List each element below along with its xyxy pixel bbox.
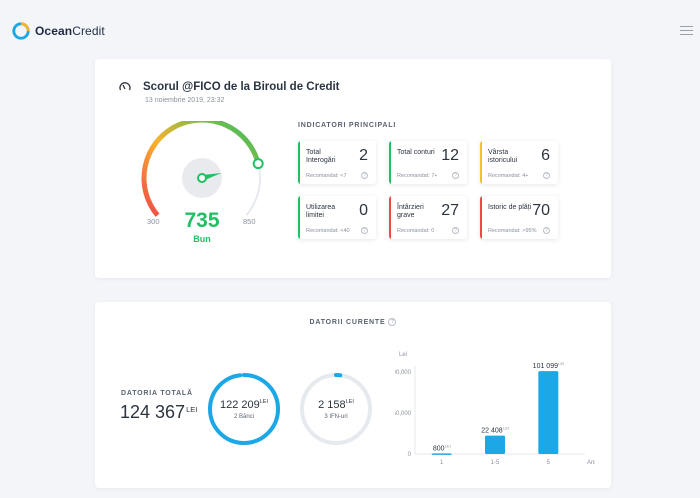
- bar-value-label: 101 099: [533, 363, 558, 370]
- help-icon[interactable]: ?: [388, 318, 397, 326]
- y-tick-label: 50,000: [395, 411, 412, 417]
- indicator-status-bar: [389, 141, 391, 184]
- bar-1[interactable]: [431, 453, 452, 455]
- indicator-recommended: Recomandat: 7+: [397, 173, 438, 179]
- help-icon[interactable]: ?: [361, 227, 368, 234]
- help-icon[interactable]: ?: [543, 227, 550, 234]
- indicator-value: 12: [441, 147, 459, 164]
- indicator-label: Întârzieri grave: [397, 204, 424, 219]
- help-icon[interactable]: ?: [452, 172, 459, 179]
- x-tick-label: 5: [547, 460, 551, 466]
- x-tick-label: 1: [440, 460, 444, 466]
- total-debt-value: 124 367LEI: [120, 402, 198, 422]
- indicator-label: Total Interogări: [306, 149, 336, 164]
- ring-fill: [208, 373, 280, 445]
- indicator-status-bar: [298, 141, 300, 184]
- indicators-title: INDICATORI PRINCIPALI: [298, 122, 397, 129]
- help-icon[interactable]: ?: [452, 227, 459, 234]
- gauge-icon: [119, 82, 131, 91]
- bar-value-label: 800: [433, 445, 445, 452]
- y-tick-label: 100,000: [395, 370, 412, 376]
- indicator-recommended: Recomandat: <7: [306, 173, 347, 179]
- score-rating: Bun: [193, 234, 211, 244]
- y-tick-label: 0: [408, 452, 412, 458]
- bar-unit-label: LEI: [558, 361, 564, 366]
- indicator-label: Istoric de plăți: [488, 204, 532, 211]
- indicator-status-bar: [389, 196, 391, 239]
- x-tick-label: 1-5: [491, 460, 500, 466]
- indicator-recommended: Recomandat: >95%: [488, 228, 537, 234]
- brand-name: OceanCredit: [35, 24, 105, 38]
- indicator-intarzieri-grave[interactable]: Întârzieri grave 27 Recomandat: 0 ?: [389, 196, 467, 239]
- gauge-knob: [252, 158, 264, 170]
- credit-score-card: Scorul @FICO de la Biroul de Credit 13 n…: [95, 59, 611, 278]
- indicator-label: Utilizarea limitei: [306, 204, 336, 219]
- banks-debt-ring[interactable]: [207, 372, 281, 446]
- indicator-total-conturi[interactable]: Total conturi 12 Recomandat: 7+ ?: [389, 141, 467, 184]
- scale-max-label: 850: [243, 217, 256, 226]
- indicator-status-bar: [480, 196, 482, 239]
- indicator-total-interogari[interactable]: Total Interogări 2 Recomandat: <7 ?: [298, 141, 376, 184]
- ring-fill: [300, 373, 372, 445]
- indicator-varsta-istoricului[interactable]: Vârsta istoricului 6 Recomandat: 4+ ?: [480, 141, 558, 184]
- indicator-label: Vârsta istoricului: [488, 149, 518, 164]
- indicator-recommended: Recomandat: <40: [306, 228, 350, 234]
- bar-unit-label: LEI: [503, 426, 509, 431]
- gauge-hub: [197, 173, 207, 183]
- brand-logo[interactable]: OceanCredit: [12, 22, 105, 40]
- help-icon[interactable]: ?: [543, 172, 550, 179]
- bar-1-5[interactable]: [485, 435, 505, 454]
- indicator-istoric-de-plati[interactable]: Istoric de plăți 70 Recomandat: >95% ?: [480, 196, 558, 239]
- bar-value-label: 22 408: [481, 428, 503, 435]
- score-value: 735: [184, 209, 220, 232]
- top-bar: OceanCredit: [0, 0, 700, 50]
- banks-debt-value: 122 209LEI: [219, 399, 269, 411]
- gauge-fill: [141, 121, 261, 217]
- help-icon[interactable]: ?: [361, 172, 368, 179]
- bar-unit-label: LEI: [445, 443, 451, 448]
- score-gauge: [141, 121, 264, 217]
- indicator-value: 2: [359, 147, 368, 164]
- y-axis-label: Lei: [399, 352, 407, 358]
- x-axis-label: Ani: [587, 460, 595, 466]
- indicator-value: 70: [532, 202, 550, 219]
- indicator-status-bar: [480, 141, 482, 184]
- indicator-status-bar: [298, 196, 300, 239]
- bar-5[interactable]: [538, 371, 559, 454]
- score-card-title: Scorul @FICO de la Biroul de Credit: [143, 81, 340, 93]
- indicator-recommended: Recomandat: 0: [397, 228, 435, 234]
- scale-min-label: 300: [147, 217, 160, 226]
- indicator-value: 0: [359, 202, 368, 219]
- debts-title: DATORII CURENTE?: [95, 318, 611, 326]
- banks-debt-text: 122 209LEI 2 Bănci: [207, 399, 281, 420]
- indicator-value: 27: [441, 202, 459, 219]
- indicator-label: Total conturi: [397, 149, 435, 156]
- current-debts-card: DATORII CURENTE? DATORIA TOTALĂ 124 367L…: [95, 302, 611, 488]
- indicator-utilizarea-limitei[interactable]: Utilizarea limitei 0 Recomandat: <40 ?: [298, 196, 376, 239]
- ifn-debt-ring[interactable]: [299, 372, 373, 446]
- ifn-debt-text: 2 158LEI 3 IFN-uri: [299, 399, 373, 420]
- ifn-debt-value: 2 158LEI: [318, 399, 354, 411]
- ocean-credit-logo-icon: [12, 22, 30, 40]
- total-debt-label: DATORIA TOTALĂ: [121, 390, 193, 397]
- score-date: 13 noiembrie 2019, 23:32: [145, 97, 225, 104]
- indicator-value: 6: [541, 147, 550, 164]
- indicator-recommended: Recomandat: 4+: [488, 173, 529, 179]
- ifn-debt-label: 3 IFN-uri: [324, 414, 348, 420]
- banks-debt-label: 2 Bănci: [233, 414, 254, 420]
- hamburger-menu-icon[interactable]: [680, 26, 693, 36]
